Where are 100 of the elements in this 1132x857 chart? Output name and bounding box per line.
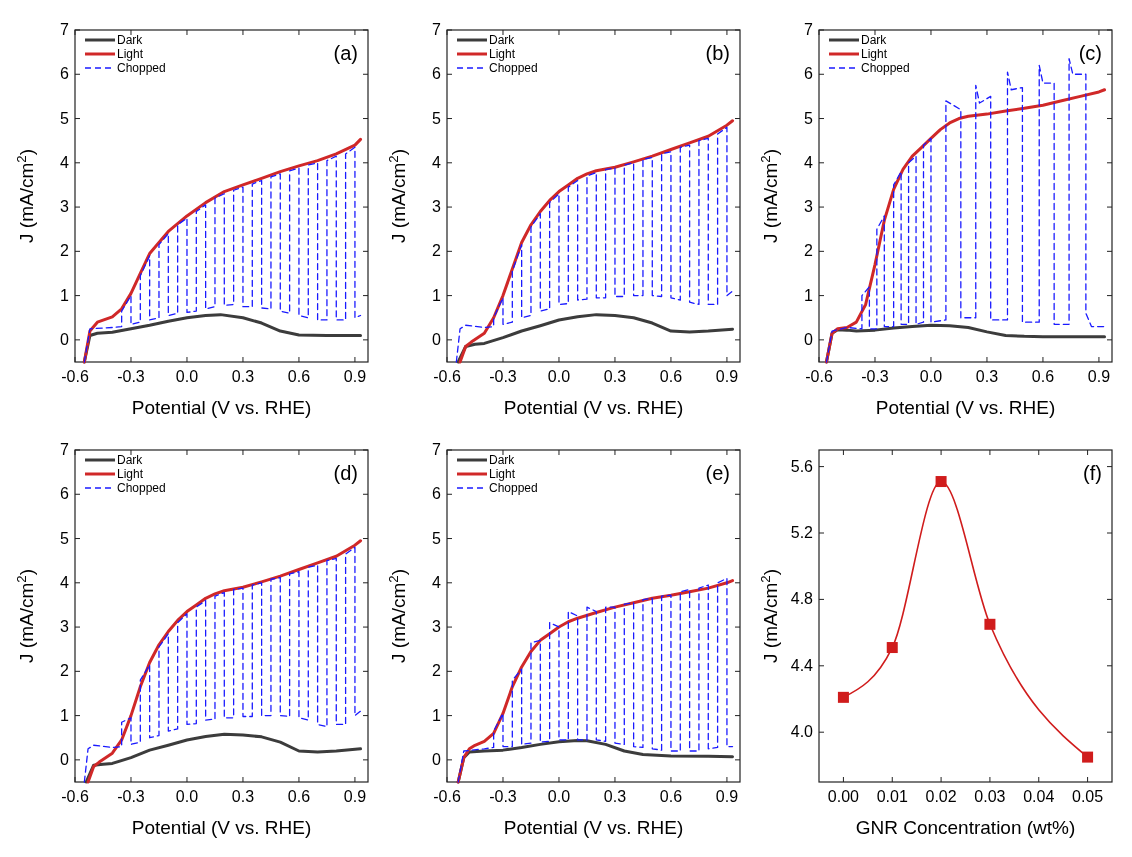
legend-label: Chopped bbox=[117, 481, 166, 495]
x-tick-label: 0.6 bbox=[287, 788, 311, 805]
y-tick-label: 4 bbox=[804, 153, 814, 171]
y-tick-label: 0 bbox=[60, 330, 70, 348]
point bbox=[1082, 751, 1094, 763]
y-tick-label: 2 bbox=[432, 242, 442, 260]
y-tick-label: 3 bbox=[60, 198, 70, 216]
y-tick-label: 4 bbox=[60, 153, 70, 171]
y-tick-label: 6 bbox=[60, 485, 70, 503]
legend-label: Light bbox=[489, 47, 516, 61]
text: (d) bbox=[333, 462, 358, 484]
x-tick-label: -0.6 bbox=[433, 368, 461, 385]
y-tick-label: 4.8 bbox=[790, 590, 814, 608]
y-tick-label: 6 bbox=[60, 65, 70, 83]
x-tick-label: 0.05 bbox=[1072, 788, 1104, 805]
x-tick-label: 0.9 bbox=[715, 368, 739, 385]
x-tick-label: 0.0 bbox=[547, 368, 571, 385]
legend-label: Chopped bbox=[489, 481, 538, 495]
text: (b) bbox=[705, 42, 730, 64]
y-tick-label: 6 bbox=[432, 485, 442, 503]
y-tick-label: 6 bbox=[804, 65, 814, 83]
text: (c) bbox=[1078, 42, 1102, 64]
y-tick-label: 7 bbox=[432, 441, 442, 458]
y-tick-label: 6 bbox=[432, 65, 442, 83]
point bbox=[837, 691, 849, 703]
y-tick-label: 5 bbox=[60, 529, 70, 547]
x-tick-label: 0.6 bbox=[287, 368, 311, 385]
text: (a) bbox=[333, 42, 358, 64]
x-tick-label: -0.3 bbox=[117, 788, 145, 805]
x-tick-label: 0.3 bbox=[603, 788, 627, 805]
x-tick-label: -0.6 bbox=[61, 368, 89, 385]
y-tick-label: 2 bbox=[804, 242, 814, 260]
y-tick-label: 1 bbox=[804, 286, 814, 304]
x-tick-label: 0.9 bbox=[343, 788, 367, 805]
y-tick-label: 3 bbox=[804, 198, 814, 216]
x-tick-label: -0.3 bbox=[489, 788, 517, 805]
y-tick-label: 0 bbox=[60, 750, 70, 768]
legend-label: Dark bbox=[117, 453, 144, 467]
point bbox=[935, 476, 947, 488]
x-tick-label: 0.01 bbox=[876, 788, 908, 805]
x-axis-title: Potential (V vs. RHE) bbox=[503, 397, 684, 418]
y-tick-label: 4 bbox=[60, 573, 70, 591]
x-tick-label: 0.3 bbox=[231, 368, 255, 385]
x-tick-label: -0.6 bbox=[805, 368, 833, 385]
legend-label: Light bbox=[117, 467, 144, 481]
x-tick-label: 0.9 bbox=[715, 788, 739, 805]
y-tick-label: 5.2 bbox=[790, 524, 814, 541]
y-tick-label: 2 bbox=[432, 662, 442, 680]
x-tick-label: 0.0 bbox=[175, 788, 199, 805]
y-tick-label: 7 bbox=[60, 21, 70, 38]
y-tick-label: 5 bbox=[60, 109, 70, 127]
legend-label: Chopped bbox=[861, 61, 910, 75]
y-tick-label: 4 bbox=[432, 573, 442, 591]
line-series bbox=[456, 313, 735, 364]
text: (e) bbox=[705, 462, 730, 484]
x-tick-label: 0.9 bbox=[343, 368, 367, 385]
x-tick-label: -0.6 bbox=[61, 788, 89, 805]
y-tick-label: 0 bbox=[432, 330, 442, 348]
x-tick-label: 0.02 bbox=[925, 788, 957, 805]
line-series bbox=[84, 732, 363, 784]
x-axis-title: Potential (V vs. RHE) bbox=[131, 397, 312, 418]
x-axis-title: Potential (V vs. RHE) bbox=[875, 397, 1056, 418]
point bbox=[886, 642, 898, 654]
x-tick-label: -0.3 bbox=[117, 368, 145, 385]
y-tick-label: 1 bbox=[60, 706, 70, 724]
legend-label: Dark bbox=[117, 33, 144, 47]
legend-label: Light bbox=[117, 47, 144, 61]
y-tick-label: 5 bbox=[432, 529, 442, 547]
y-tick-label: 4.4 bbox=[790, 656, 814, 674]
y-tick-label: 3 bbox=[432, 198, 442, 216]
legend-label: Light bbox=[489, 467, 516, 481]
x-tick-label: 0.3 bbox=[231, 788, 255, 805]
y-tick-label: 4 bbox=[432, 153, 442, 171]
legend-label: Chopped bbox=[489, 61, 538, 75]
x-tick-label: -0.3 bbox=[861, 368, 889, 385]
y-tick-label: 5 bbox=[432, 109, 442, 127]
x-tick-label: 0.0 bbox=[175, 368, 199, 385]
x-tick-label: 0.6 bbox=[659, 788, 683, 805]
point bbox=[984, 618, 996, 630]
legend-label: Dark bbox=[861, 33, 888, 47]
y-tick-label: 7 bbox=[804, 21, 814, 38]
y-tick-label: 2 bbox=[60, 242, 70, 260]
x-axis-title: Potential (V vs. RHE) bbox=[503, 817, 684, 838]
y-tick-label: 1 bbox=[60, 286, 70, 304]
x-tick-label: 0.3 bbox=[975, 368, 999, 385]
x-tick-label: 0.0 bbox=[547, 788, 571, 805]
x-tick-label: 0.6 bbox=[1031, 368, 1055, 385]
x-tick-label: 0.6 bbox=[659, 368, 683, 385]
y-tick-label: 3 bbox=[432, 618, 442, 636]
y-tick-label: 1 bbox=[432, 286, 442, 304]
y-tick-label: 0 bbox=[432, 750, 442, 768]
x-axis-title: Potential (V vs. RHE) bbox=[131, 817, 312, 838]
y-tick-label: 4.0 bbox=[790, 723, 814, 741]
x-tick-label: 0.9 bbox=[1087, 368, 1111, 385]
y-tick-label: 7 bbox=[60, 441, 70, 458]
x-tick-label: 0.04 bbox=[1023, 788, 1055, 805]
x-tick-label: 0.3 bbox=[603, 368, 627, 385]
y-tick-label: 3 bbox=[60, 618, 70, 636]
x-tick-label: 0.03 bbox=[974, 788, 1006, 805]
x-axis-title: GNR Concentration (wt%) bbox=[855, 817, 1076, 838]
